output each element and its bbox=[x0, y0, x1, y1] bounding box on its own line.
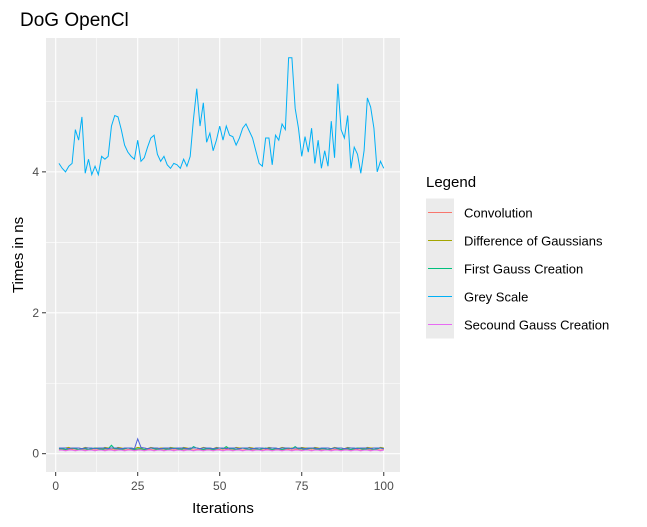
x-tick-label: 100 bbox=[374, 479, 394, 493]
y-axis-title: Times in ns bbox=[10, 217, 27, 293]
y-tick-label: 4 bbox=[32, 165, 39, 179]
legend-label-convolution: Convolution bbox=[464, 206, 533, 221]
legend: Legend Convolution Difference of Gaussian… bbox=[426, 174, 609, 339]
grid-lines bbox=[46, 38, 400, 472]
x-tick-label: 75 bbox=[295, 479, 309, 493]
series-line-unlabeled-5 bbox=[58, 437, 384, 450]
y-tick-label: 0 bbox=[32, 447, 39, 461]
series-line-convolution bbox=[58, 448, 384, 451]
series-line-grey-scale bbox=[58, 57, 385, 177]
axes: 0 25 50 75 100 0 2 4 bbox=[32, 165, 394, 493]
series-line-secound-gauss-creation bbox=[58, 449, 384, 452]
legend-label-difference-of-gaussians: Difference of Gaussians bbox=[464, 234, 603, 249]
y-tick-label: 2 bbox=[32, 306, 39, 320]
legend-title: Legend bbox=[426, 174, 476, 191]
legend-label-first-gauss-creation: First Gauss Creation bbox=[464, 262, 583, 277]
x-tick-label: 0 bbox=[52, 479, 59, 493]
plot-panel bbox=[46, 38, 400, 472]
series-lines bbox=[58, 57, 385, 452]
legend-label-secound-gauss-creation: Secound Gauss Creation bbox=[464, 318, 609, 333]
x-tick-label: 50 bbox=[213, 479, 227, 493]
x-axis-title: Iterations bbox=[192, 500, 254, 517]
chart-title: DoG OpenCl bbox=[20, 10, 129, 31]
x-tick-label: 25 bbox=[131, 479, 145, 493]
legend-label-grey-scale: Grey Scale bbox=[464, 290, 528, 305]
